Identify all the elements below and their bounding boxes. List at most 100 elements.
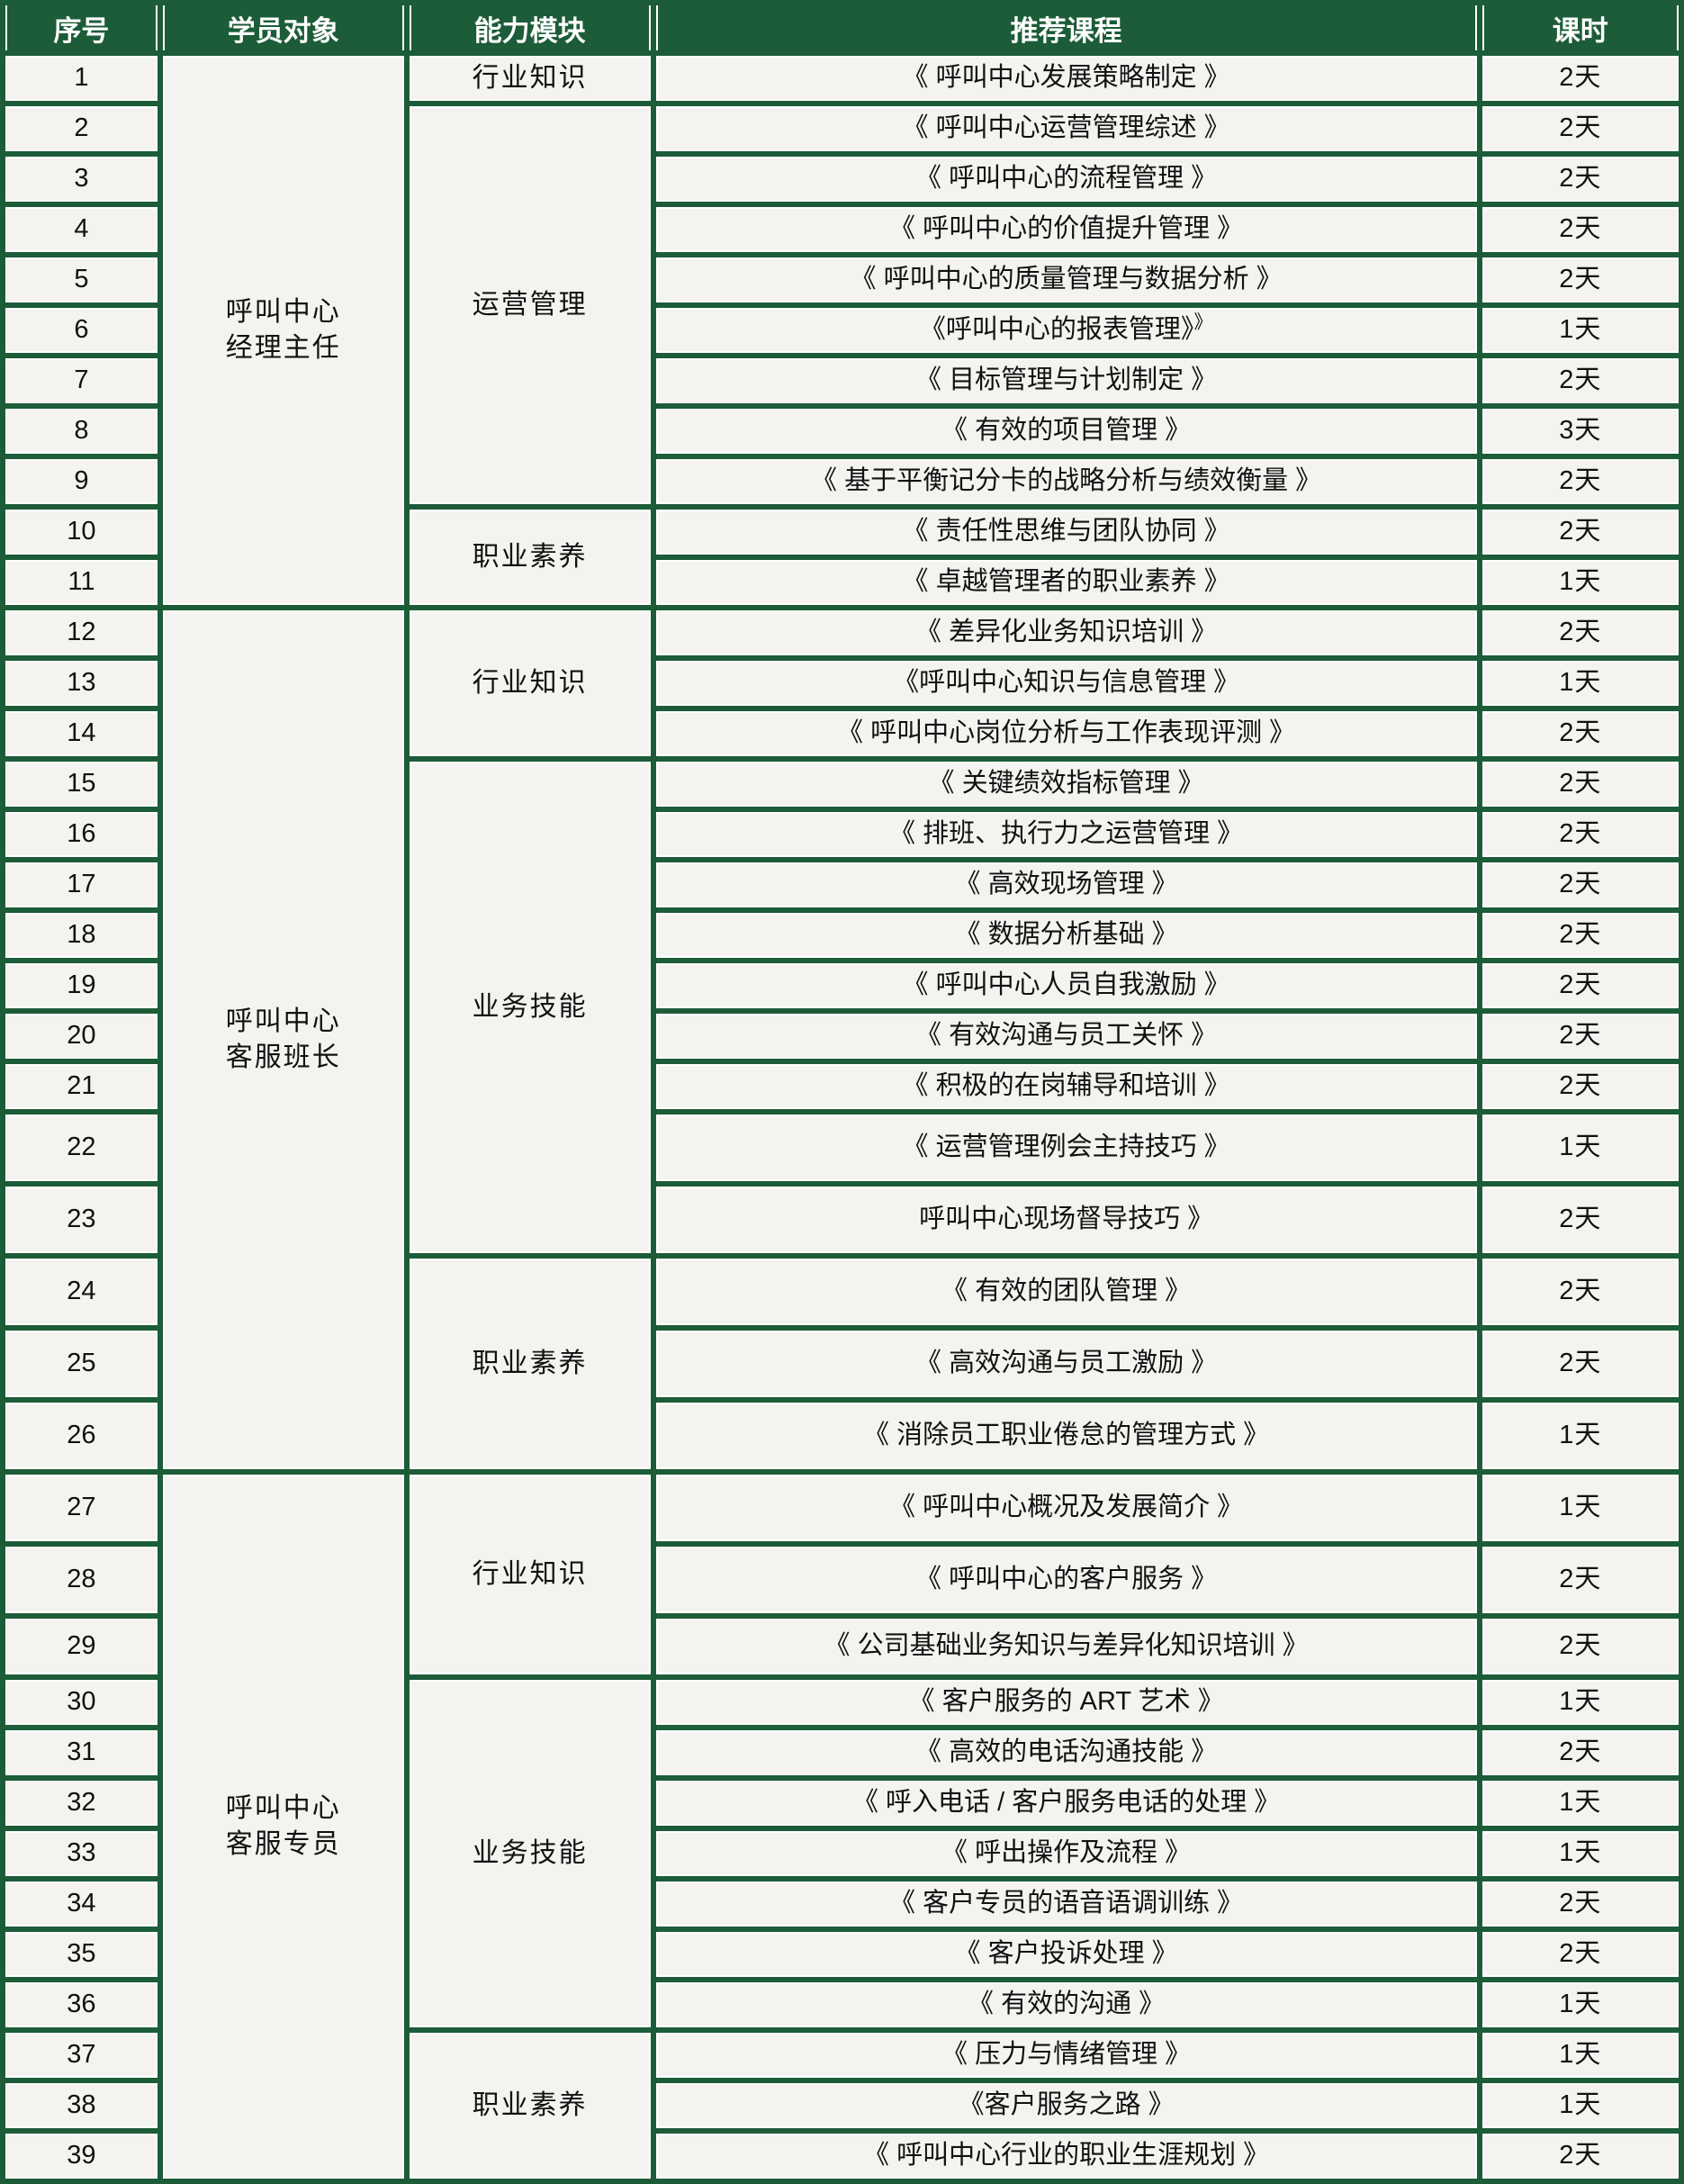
table-row: 34 《 客户专员的语音语调训练 》 2天 bbox=[5, 1882, 1679, 1927]
hours-cell: 2天 bbox=[1481, 1259, 1679, 1325]
hours-cell: 2天 bbox=[1481, 1932, 1679, 1977]
row-number-cell: 29 bbox=[5, 1619, 158, 1674]
row-number-cell: 22 bbox=[5, 1115, 158, 1181]
course-title-cell: 《 呼入电话 / 客户服务电话的处理 》 bbox=[655, 1781, 1477, 1826]
hours-cell: 2天 bbox=[1481, 459, 1679, 504]
course-title-cell: 《 高效沟通与员工激励 》 bbox=[655, 1331, 1477, 1397]
header-cell-module: 能力模块 bbox=[409, 5, 651, 50]
course-title-cell: 《 关键绩效指标管理 》 bbox=[655, 762, 1477, 807]
table-row: 19 《 呼叫中心人员自我激励 》 2天 bbox=[5, 963, 1679, 1008]
hours-cell: 2天 bbox=[1481, 106, 1679, 151]
course-title-cell: 《 高效现场管理 》 bbox=[655, 862, 1477, 907]
table-row: 18 《 数据分析基础 》 2天 bbox=[5, 913, 1679, 958]
row-number-cell: 27 bbox=[5, 1475, 158, 1541]
course-title-cell: 《 呼出操作及流程 》 bbox=[655, 1831, 1477, 1876]
table-row: 36 《 有效的沟通 》 1天 bbox=[5, 1982, 1679, 2027]
row-number-cell: 14 bbox=[5, 711, 158, 756]
hours-cell: 2天 bbox=[1481, 762, 1679, 807]
course-title-cell: 《呼叫中心知识与信息管理 》 bbox=[655, 661, 1477, 706]
row-number-cell: 34 bbox=[5, 1882, 158, 1927]
table-row: 5 《 呼叫中心的质量管理与数据分析 》 2天 bbox=[5, 257, 1679, 302]
module-cell: 职业素养 bbox=[409, 510, 651, 605]
table-row: 4 《 呼叫中心的价值提升管理 》 2天 bbox=[5, 207, 1679, 252]
course-title-cell: 《 有效的项目管理 》 bbox=[655, 409, 1477, 454]
hours-cell: 2天 bbox=[1481, 812, 1679, 857]
hours-cell: 1天 bbox=[1481, 2083, 1679, 2128]
row-number-cell: 8 bbox=[5, 409, 158, 454]
hours-cell: 2天 bbox=[1481, 610, 1679, 655]
table-row: 28 《 呼叫中心的客户服务 》 2天 bbox=[5, 1547, 1679, 1613]
table-row: 25 《 高效沟通与员工激励 》 2天 bbox=[5, 1331, 1679, 1397]
course-title-cell: 《 客户投诉处理 》 bbox=[655, 1932, 1477, 1977]
row-number-cell: 36 bbox=[5, 1982, 158, 2027]
hours-cell: 1天 bbox=[1481, 661, 1679, 706]
course-title-cell: 《 有效的沟通 》 bbox=[655, 1982, 1477, 2027]
course-title-cell: 《 基于平衡记分卡的战略分析与绩效衡量 》 bbox=[655, 459, 1477, 504]
row-number-cell: 26 bbox=[5, 1403, 158, 1469]
hours-cell: 1天 bbox=[1481, 1115, 1679, 1181]
hours-cell: 2天 bbox=[1481, 1882, 1679, 1927]
row-number-cell: 19 bbox=[5, 963, 158, 1008]
course-title-cell: 《 呼叫中心概况及发展简介 》 bbox=[655, 1475, 1477, 1541]
header-cell-audience: 学员对象 bbox=[162, 5, 404, 50]
row-number-cell: 31 bbox=[5, 1730, 158, 1775]
module-cell: 职业素养 bbox=[409, 2033, 651, 2179]
row-number-cell: 32 bbox=[5, 1781, 158, 1826]
course-title-cell: 《 高效的电话沟通技能 》 bbox=[655, 1730, 1477, 1775]
course-title-cell: 《 卓越管理者的职业素养 》 bbox=[655, 560, 1477, 605]
course-title-cell: 《 差异化业务知识培训 》 bbox=[655, 610, 1477, 655]
table-row: 26 《 消除员工职业倦怠的管理方式 》 1天 bbox=[5, 1403, 1679, 1469]
hours-cell: 2天 bbox=[1481, 862, 1679, 907]
table-row: 29 《 公司基础业务知识与差异化知识培训 》 2天 bbox=[5, 1619, 1679, 1674]
table-row: 12 呼叫中心 客服班长 行业知识《 差异化业务知识培训 》 2天 bbox=[5, 610, 1679, 1469]
row-number-cell: 39 bbox=[5, 2134, 158, 2179]
row-number-cell: 38 bbox=[5, 2083, 158, 2128]
hours-cell: 1天 bbox=[1481, 308, 1679, 353]
row-number-cell: 12 bbox=[5, 610, 158, 655]
hours-cell: 2天 bbox=[1481, 711, 1679, 756]
header-row: 序号 学员对象 能力模块 推荐课程 课时 bbox=[5, 5, 1679, 50]
hours-cell: 2天 bbox=[1481, 913, 1679, 958]
table-row: 9 《 基于平衡记分卡的战略分析与绩效衡量 》 2天 bbox=[5, 459, 1679, 504]
module-cell: 业务技能 bbox=[409, 1680, 651, 2027]
table-row: 13 《呼叫中心知识与信息管理 》 1天 bbox=[5, 661, 1679, 706]
course-title-cell: 《 消除员工职业倦怠的管理方式 》 bbox=[655, 1403, 1477, 1469]
course-title-cell: 《 呼叫中心发展策略制定 》 bbox=[655, 56, 1477, 101]
table-row: 14 《 呼叫中心岗位分析与工作表现评测 》 2天 bbox=[5, 711, 1679, 756]
course-title-cell: 《 目标管理与计划制定 》 bbox=[655, 358, 1477, 403]
hours-cell: 1天 bbox=[1481, 1475, 1679, 1541]
hours-cell: 2天 bbox=[1481, 157, 1679, 202]
course-title-cell: 《 呼叫中心的客户服务 》 bbox=[655, 1547, 1477, 1613]
course-title-cell: 《 有效沟通与员工关怀 》 bbox=[655, 1014, 1477, 1059]
row-number-cell: 18 bbox=[5, 913, 158, 958]
course-title-cell: 《 运营管理例会主持技巧 》 bbox=[655, 1115, 1477, 1181]
course-title-cell: 《 积极的在岗辅导和培训 》 bbox=[655, 1064, 1477, 1109]
table-row: 3 《 呼叫中心的流程管理 》 2天 bbox=[5, 157, 1679, 202]
course-title-cell: 《 客户服务的 ART 艺术 》 bbox=[655, 1680, 1477, 1725]
table-row: 11 《 卓越管理者的职业素养 》 1天 bbox=[5, 560, 1679, 605]
table-row: 24 职业素养《 有效的团队管理 》 2天 bbox=[5, 1259, 1679, 1469]
header-cell-hours: 课时 bbox=[1481, 5, 1679, 50]
module-cell: 行业知识 bbox=[409, 56, 651, 101]
audience-cell: 呼叫中心 客服班长 bbox=[162, 610, 404, 1469]
row-number-cell: 11 bbox=[5, 560, 158, 605]
table-row: 16 《 排班、执行力之运营管理 》 2天 bbox=[5, 812, 1679, 857]
row-number-cell: 16 bbox=[5, 812, 158, 857]
row-number-cell: 15 bbox=[5, 762, 158, 807]
hours-cell: 3天 bbox=[1481, 409, 1679, 454]
course-title-cell: 《 呼叫中心的质量管理与数据分析 》 bbox=[655, 257, 1477, 302]
header-cell-course: 推荐课程 bbox=[655, 5, 1477, 50]
audience-cell: 呼叫中心 客服专员 bbox=[162, 1475, 404, 2179]
table-row: 21 《 积极的在岗辅导和培训 》 2天 bbox=[5, 1064, 1679, 1109]
table-row: 30 业务技能《 客户服务的 ART 艺术 》 1天 bbox=[5, 1680, 1679, 2027]
table-row: 1 呼叫中心 经理主任 行业知识《 呼叫中心发展策略制定 》 2天 bbox=[5, 56, 1679, 605]
row-number-cell: 1 bbox=[5, 56, 158, 101]
hours-cell: 2天 bbox=[1481, 358, 1679, 403]
row-number-cell: 4 bbox=[5, 207, 158, 252]
hours-cell: 1天 bbox=[1481, 1831, 1679, 1876]
row-number-cell: 10 bbox=[5, 510, 158, 555]
course-title-cell: 《 公司基础业务知识与差异化知识培训 》 bbox=[655, 1619, 1477, 1674]
course-title-cell: 《 呼叫中心岗位分析与工作表现评测 》 bbox=[655, 711, 1477, 756]
hours-cell: 2天 bbox=[1481, 1730, 1679, 1775]
course-title-cell: 《 数据分析基础 》 bbox=[655, 913, 1477, 958]
